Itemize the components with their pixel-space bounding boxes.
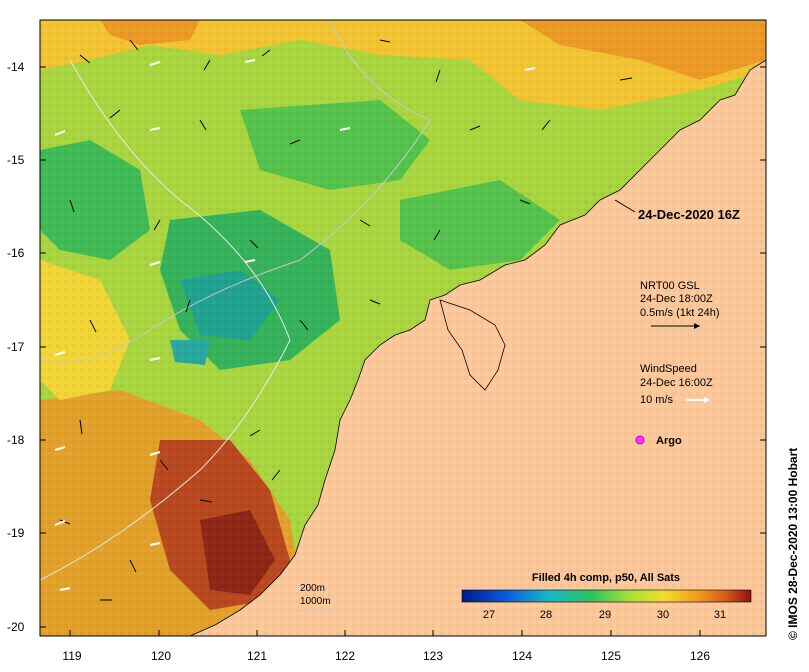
colorbar: Filled 4h comp, p50, All Sats 27 28 29 3… <box>461 572 752 621</box>
image-timestamp: 24-Dec-2020 16Z <box>638 207 740 222</box>
x-tick-label: 121 <box>247 649 267 663</box>
colorbar-tick-label: 28 <box>540 609 552 621</box>
argo-marker-icon <box>635 435 645 445</box>
depth-1000-label: 1000m <box>300 596 331 607</box>
current-scale-label: 0.5m/s (1kt 24h) <box>640 307 719 319</box>
x-tick-label: 125 <box>601 649 621 663</box>
current-time-label: 24-Dec 18:00Z <box>640 293 713 305</box>
current-vectors <box>59 39 633 601</box>
current-scale-arrowhead <box>694 323 700 329</box>
wind-vectors <box>54 59 536 591</box>
colorbar-title: Filled 4h comp, p50, All Sats <box>532 572 680 584</box>
depth-200-label: 200m <box>300 583 325 594</box>
colorbar-tick-label: 29 <box>599 609 611 621</box>
contour-legend: 200m 1000m <box>300 583 336 611</box>
contour-200m <box>40 59 291 581</box>
x-tick-label: 124 <box>512 649 532 663</box>
y-tick-label: -18 <box>7 433 25 447</box>
wind-scale-arrowhead <box>704 397 710 403</box>
y-tick-label: -15 <box>7 153 25 167</box>
colorbar-tick-label: 27 <box>483 609 495 621</box>
wind-time-label: 24-Dec 16:00Z <box>640 377 713 389</box>
x-axis: 119 120 121 122 123 124 125 126 <box>62 630 710 663</box>
contour-1000m <box>40 20 431 363</box>
colorbar-tick-label: 31 <box>714 609 726 621</box>
imos-credit: © IMOS 28-Dec-2020 13:00 Hobart <box>786 448 800 640</box>
x-tick-label: 126 <box>690 649 710 663</box>
y-tick-label: -14 <box>7 60 25 74</box>
plot-frame <box>39 19 767 637</box>
y-tick-label: -16 <box>7 246 25 260</box>
argo-label: Argo <box>656 435 682 447</box>
argo-legend: Argo <box>635 435 682 447</box>
timestamp-pointer <box>614 199 636 213</box>
wind-scale-label: 10 m/s <box>640 394 674 406</box>
current-legend: NRT00 GSL 24-Dec 18:00Z 0.5m/s (1kt 24h) <box>640 280 719 329</box>
wind-legend: WindSpeed 24-Dec 16:00Z 10 m/s <box>640 363 713 406</box>
wind-title-label: WindSpeed <box>640 363 697 375</box>
y-tick-label: -19 <box>7 526 25 540</box>
colorbar-tick-label: 30 <box>657 609 669 621</box>
x-tick-label: 123 <box>423 649 443 663</box>
colorbar-ramp <box>461 589 752 603</box>
x-tick-label: 119 <box>62 649 81 663</box>
y-tick-label: -20 <box>7 620 25 634</box>
x-tick-label: 120 <box>151 649 171 663</box>
current-product-label: NRT00 GSL <box>640 280 700 292</box>
y-tick-label: -17 <box>7 340 25 354</box>
y-axis: -14 -15 -16 -17 -18 -19 -20 <box>7 60 766 634</box>
x-tick-label: 122 <box>335 649 355 663</box>
